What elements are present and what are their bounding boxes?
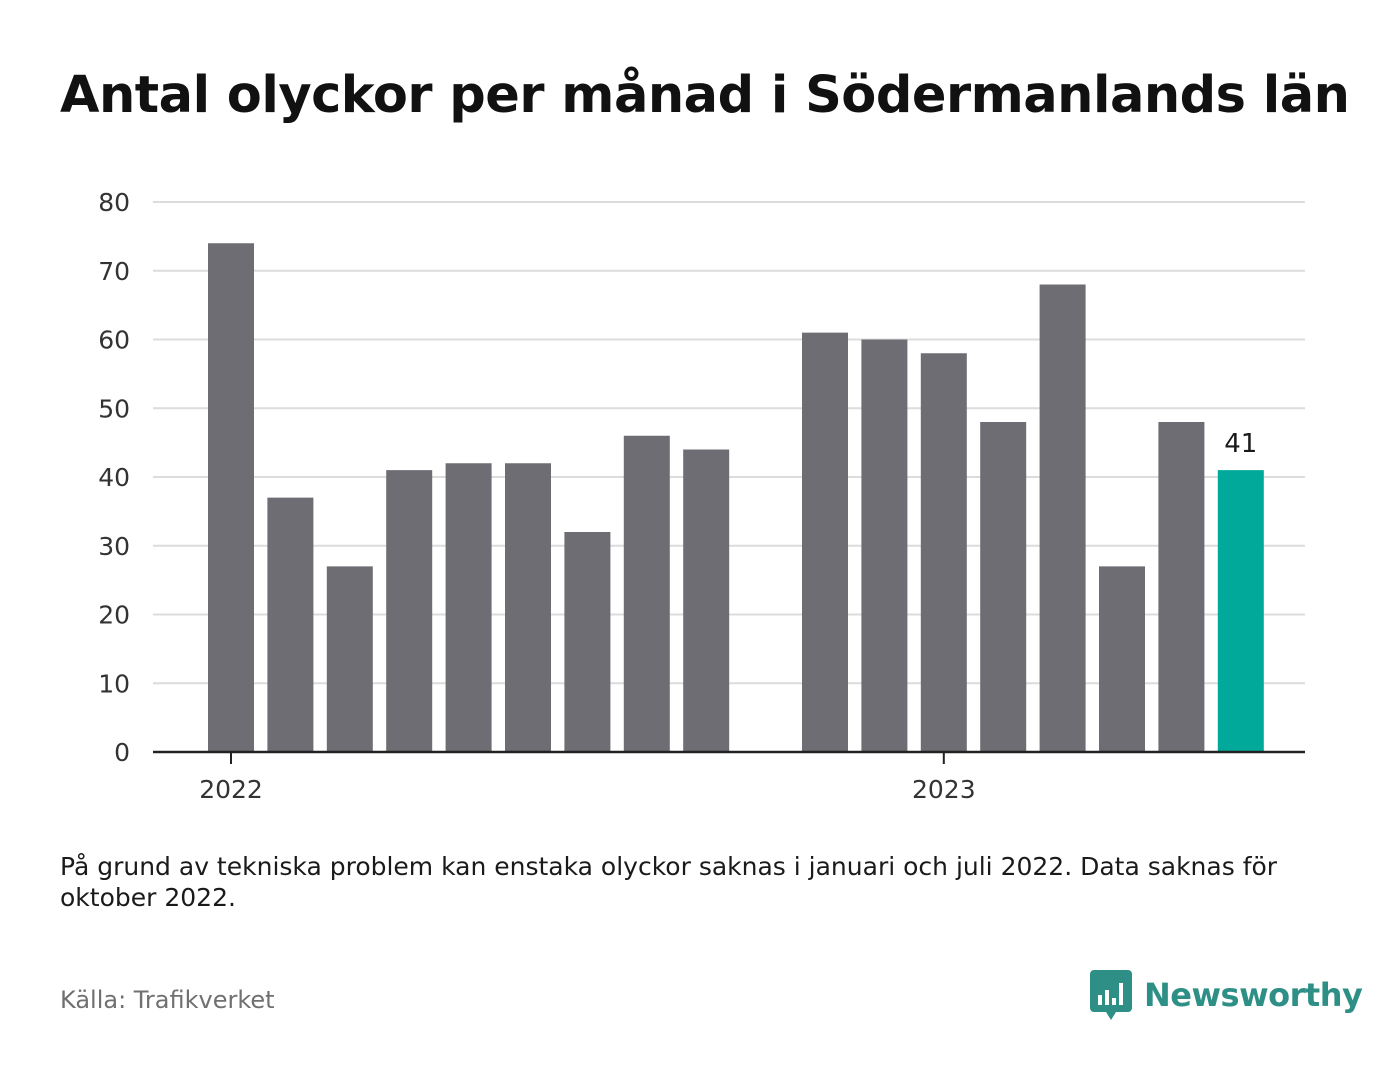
bar bbox=[445, 463, 492, 752]
bar bbox=[1217, 470, 1264, 752]
brand-name: Newsworthy bbox=[1144, 976, 1363, 1014]
chart-title: Antal olyckor per månad i Södermanlands … bbox=[60, 66, 1350, 125]
bar-chart-speech-bubble-icon bbox=[1090, 970, 1132, 1020]
bar bbox=[1099, 566, 1145, 752]
x-tick-label: 2023 bbox=[912, 775, 976, 804]
y-tick-label: 0 bbox=[114, 738, 130, 767]
y-tick-label: 30 bbox=[98, 532, 130, 561]
y-tick-label: 20 bbox=[98, 601, 130, 630]
y-tick-label: 70 bbox=[98, 257, 130, 286]
bar bbox=[683, 449, 730, 752]
bar-value-label: 41 bbox=[1224, 429, 1257, 459]
bar bbox=[861, 339, 908, 752]
bar-chart: 0 10 20 30 40 50 60 70 80 41 2022 2023 bbox=[98, 188, 1305, 804]
y-tick-label: 60 bbox=[98, 326, 130, 355]
y-tick-label: 80 bbox=[98, 188, 130, 217]
chart-note: På grund av tekniska problem kan enstaka… bbox=[60, 852, 1278, 912]
y-tick-label: 10 bbox=[98, 669, 130, 698]
y-tick-label: 40 bbox=[98, 463, 130, 492]
bar bbox=[623, 435, 670, 752]
bar bbox=[1158, 422, 1205, 752]
brand-logo: Newsworthy bbox=[1090, 970, 1363, 1020]
source-label: Källa: Trafikverket bbox=[60, 986, 275, 1014]
bar bbox=[980, 422, 1027, 752]
bar bbox=[1039, 284, 1086, 752]
bar bbox=[386, 470, 433, 752]
x-tick-label: 2022 bbox=[199, 775, 263, 804]
bar bbox=[564, 532, 611, 752]
bar bbox=[920, 353, 967, 752]
bar bbox=[802, 332, 848, 752]
bar bbox=[505, 463, 551, 752]
bar bbox=[208, 243, 254, 752]
y-tick-label: 50 bbox=[98, 394, 130, 423]
bar bbox=[267, 497, 314, 752]
bar bbox=[326, 566, 373, 752]
